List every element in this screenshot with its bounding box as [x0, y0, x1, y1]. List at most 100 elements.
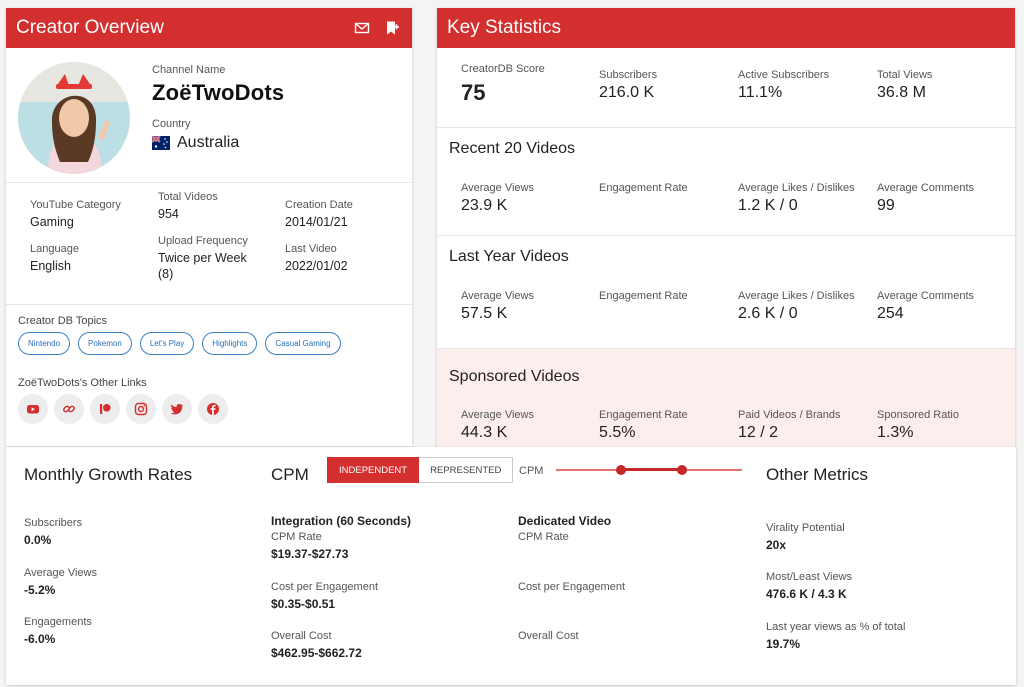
integration-heading: Integration (60 Seconds) — [271, 514, 412, 528]
stat-engagement-rate: Engagement Rate 5.5% — [599, 409, 688, 442]
stat-label: Average Likes / Dislikes — [738, 290, 855, 302]
country-value: Australia — [177, 134, 240, 151]
twitter-icon[interactable] — [162, 394, 192, 424]
meta-language: Language English — [30, 243, 79, 274]
stat-total-views: Total Views 36.8 M — [877, 69, 932, 102]
patreon-icon[interactable] — [90, 394, 120, 424]
stat-value: 2.6 K / 0 — [738, 305, 798, 322]
topic-chip[interactable]: Highlights — [202, 332, 258, 355]
stat-value: 254 — [877, 305, 904, 322]
creator-meta: YouTube Category Gaming Language English… — [6, 183, 412, 305]
stat-label: Average Comments — [877, 290, 975, 302]
stat-label: Paid Videos / Brands — [738, 409, 841, 421]
metric-value: $0.35-$0.51 — [271, 597, 336, 611]
facebook-icon[interactable] — [198, 394, 228, 424]
channel-name-label: Channel Name — [152, 64, 226, 76]
stat-average-views: Average Views 57.5 K — [461, 290, 534, 323]
avatar — [18, 62, 130, 174]
meta-value: English — [30, 259, 71, 273]
metric-label: CPM Rate — [271, 531, 322, 543]
dedicated-overall-cost: Overall Cost — [518, 630, 579, 646]
stat-value: 44.3 K — [461, 424, 508, 441]
metric-most-least-views: Most/Least Views 476.6 K / 4.3 K — [766, 571, 852, 601]
stat-value: 99 — [877, 197, 895, 214]
key-statistics-header: Key Statistics — [437, 8, 1015, 48]
stat-average-comments: Average Comments 254 — [877, 290, 974, 323]
topic-chip[interactable]: Let's Play — [139, 332, 195, 355]
stat-subscribers: Subscribers 216.0 K — [599, 69, 657, 102]
stat-average-likes-dislikes: Average Likes / Dislikes 2.6 K / 0 — [738, 290, 855, 323]
bookmark-icon[interactable] — [384, 20, 400, 36]
stat-label: Engagement Rate — [599, 182, 688, 194]
integration-cost-per-engagement: Cost per Engagement $0.35-$0.51 — [271, 581, 378, 611]
meta-upload-frequency: Upload Frequency Twice per Week (8) — [158, 235, 258, 282]
stat-label: Engagement Rate — [599, 409, 688, 421]
meta-label: Upload Frequency — [158, 235, 248, 247]
growth-average-views: Average Views -5.2% — [24, 567, 97, 597]
metric-value: $19.37-$27.73 — [271, 547, 349, 561]
topic-chip[interactable]: Pokemon — [78, 332, 132, 355]
meta-value: 2014/01/21 — [285, 215, 348, 229]
last-year-videos-section: Last Year Videos Average Views 57.5 K En… — [437, 236, 1015, 349]
topic-chip[interactable]: Nintendo — [18, 332, 71, 355]
dedicated-cpm-rate: CPM Rate — [518, 531, 569, 547]
channel-name: ZoëTwoDots — [152, 80, 285, 105]
metric-label: Virality Potential — [766, 522, 845, 534]
stat-value: 12 / 2 — [738, 424, 779, 441]
creator-topics: Creator DB Topics Nintendo Pokemon Let's… — [6, 305, 412, 424]
stat-value: 5.5% — [599, 424, 636, 441]
metric-label: Cost per Engagement — [518, 581, 626, 593]
toggle-independent[interactable]: INDEPENDENT — [327, 457, 420, 483]
key-statistics-title: Key Statistics — [447, 17, 562, 38]
meta-creation-date: Creation Date 2014/01/21 — [285, 199, 353, 230]
metric-label: Cost per Engagement — [271, 581, 379, 593]
meta-label: Total Videos — [158, 191, 218, 203]
stat-average-comments: Average Comments 99 — [877, 182, 974, 215]
metric-label: Average Views — [24, 567, 97, 579]
mail-icon[interactable] — [354, 20, 370, 36]
growth-subscribers: Subscribers 0.0% — [24, 517, 82, 547]
instagram-icon[interactable] — [126, 394, 156, 424]
stat-label: Average Comments — [877, 182, 975, 194]
cpm-title: CPM — [271, 465, 309, 484]
metric-label: Overall Cost — [271, 630, 332, 642]
stat-average-likes-dislikes: Average Likes / Dislikes 1.2 K / 0 — [738, 182, 855, 215]
stat-paid-videos-brands: Paid Videos / Brands 12 / 2 — [738, 409, 841, 442]
toggle-represented[interactable]: REPRESENTED — [419, 457, 514, 483]
topic-chip[interactable]: Casual Gaming — [265, 332, 341, 355]
link-icon[interactable] — [54, 394, 84, 424]
slider-thumb-max[interactable] — [677, 465, 688, 475]
recent-videos-title: Recent 20 Videos — [449, 140, 576, 157]
metric-label: Most/Least Views — [766, 571, 853, 583]
metric-label: Last year views as % of total — [766, 621, 906, 633]
meta-value: 954 — [158, 207, 179, 221]
creator-overview-card: Creator Overview Chan — [6, 8, 412, 446]
cpm-range-slider[interactable] — [556, 464, 742, 476]
stat-label: Engagement Rate — [599, 290, 688, 302]
creator-profile: Channel Name ZoëTwoDots Country Australi… — [6, 48, 412, 183]
metric-value: 0.0% — [24, 533, 52, 547]
creator-overview-title: Creator Overview — [16, 17, 164, 38]
stat-label: Total Views — [877, 69, 933, 81]
cpm-slider-label: CPM — [519, 465, 544, 477]
metric-label: Subscribers — [24, 517, 83, 529]
key-statistics-card: Key Statistics CreatorDB Score 75 Subscr… — [437, 8, 1015, 448]
youtube-icon[interactable] — [18, 394, 48, 424]
stat-label: Active Subscribers — [738, 69, 830, 81]
metric-value: $462.95-$662.72 — [271, 646, 362, 660]
country-label: Country — [152, 118, 191, 130]
meta-label: Language — [30, 243, 79, 255]
stat-average-views: Average Views 44.3 K — [461, 409, 534, 442]
meta-label: Creation Date — [285, 199, 353, 211]
meta-label: YouTube Category — [30, 199, 121, 211]
stat-value: 1.3% — [877, 424, 914, 441]
metric-label: Overall Cost — [518, 630, 579, 642]
meta-value: Twice per Week (8) — [158, 251, 247, 281]
stat-sponsored-ratio: Sponsored Ratio 1.3% — [877, 409, 959, 442]
slider-thumb-min[interactable] — [616, 465, 627, 475]
integration-overall-cost: Overall Cost $462.95-$662.72 — [271, 630, 362, 660]
slider-range — [621, 468, 683, 471]
stat-value: 23.9 K — [461, 197, 508, 214]
stat-engagement-rate: Engagement Rate — [599, 290, 688, 305]
recent-videos-section: Recent 20 Videos Average Views 23.9 K En… — [437, 128, 1015, 236]
